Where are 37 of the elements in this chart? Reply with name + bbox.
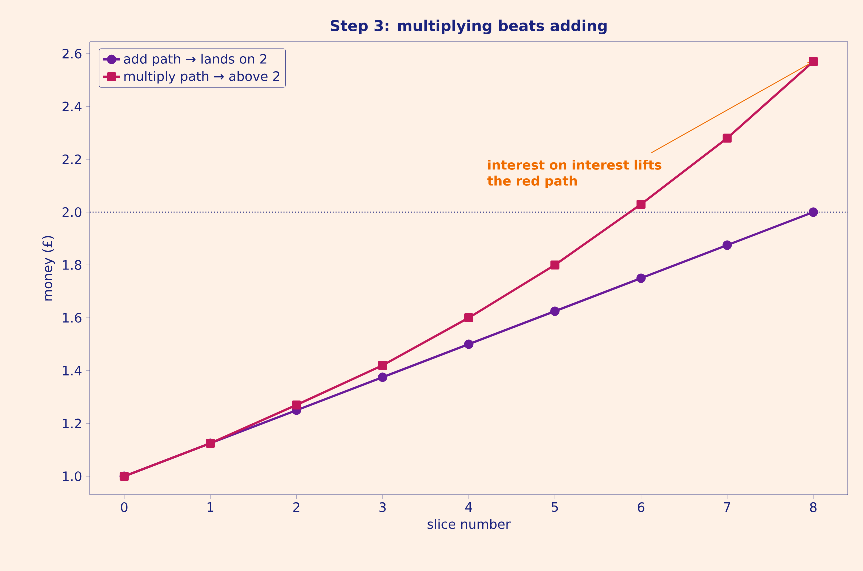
y-tick-label: 2.4 [62, 102, 82, 112]
point [636, 200, 646, 209]
x-tick-label: 2 [294, 502, 300, 512]
point [722, 134, 732, 143]
x-axis-title: slice number [428, 519, 511, 530]
point [378, 372, 388, 382]
x-tick-label: 8 [810, 502, 817, 512]
point [809, 57, 818, 66]
y-tick-label: 1.2 [63, 418, 82, 428]
y-tick-label: 2.2 [62, 154, 82, 164]
y-tick-label: 1.0 [63, 472, 82, 482]
legend-label: multiply path → above 2 [124, 71, 280, 84]
y-tick-label: 2.0 [62, 207, 82, 218]
y-tick-label: 1.8 [63, 260, 82, 270]
x-tick-label: 0 [121, 502, 128, 512]
y-tick-label: 1.6 [63, 313, 82, 323]
point [464, 314, 474, 323]
x-tick-label: 4 [466, 502, 472, 512]
y-tick-label: 1.4 [63, 366, 82, 376]
point [292, 400, 302, 410]
point [722, 240, 732, 250]
point [550, 306, 560, 316]
x-tick-label: 1 [208, 502, 214, 512]
chart-title: Step 3: multiplying beats adding [330, 20, 607, 34]
x-tick-label: 6 [638, 502, 645, 512]
point [378, 361, 388, 370]
point [550, 260, 560, 270]
y-axis-title: money (£) [42, 236, 56, 301]
annotation: interest on interest lifts the red path [488, 160, 662, 188]
point [636, 274, 646, 284]
x-tick-label: 7 [724, 502, 730, 512]
x-tick-label: 5 [552, 502, 558, 512]
point [464, 340, 474, 350]
x-tick-label: 3 [380, 502, 386, 512]
legend-label: add path → lands on 2 [124, 54, 267, 66]
point [808, 208, 818, 218]
y-tick-label: 2.6 [62, 48, 82, 59]
